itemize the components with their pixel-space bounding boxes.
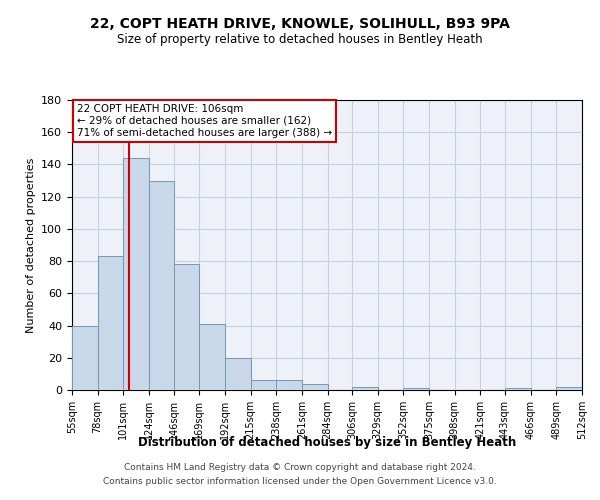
Bar: [403, 388, 429, 390]
Bar: [173, 264, 199, 390]
Bar: [225, 358, 251, 390]
Text: 22 COPT HEATH DRIVE: 106sqm
← 29% of detached houses are smaller (162)
71% of se: 22 COPT HEATH DRIVE: 106sqm ← 29% of det…: [77, 104, 332, 138]
Bar: [199, 324, 225, 390]
Bar: [98, 256, 124, 390]
Bar: [149, 180, 173, 390]
Bar: [302, 384, 328, 390]
Bar: [276, 380, 302, 390]
Text: Contains HM Land Registry data © Crown copyright and database right 2024.: Contains HM Land Registry data © Crown c…: [124, 464, 476, 472]
Bar: [251, 380, 276, 390]
Text: Distribution of detached houses by size in Bentley Heath: Distribution of detached houses by size …: [138, 436, 516, 449]
Bar: [505, 388, 530, 390]
Bar: [72, 326, 98, 390]
Y-axis label: Number of detached properties: Number of detached properties: [26, 158, 35, 332]
Bar: [124, 158, 149, 390]
Bar: [352, 387, 378, 390]
Text: 22, COPT HEATH DRIVE, KNOWLE, SOLIHULL, B93 9PA: 22, COPT HEATH DRIVE, KNOWLE, SOLIHULL, …: [90, 18, 510, 32]
Text: Size of property relative to detached houses in Bentley Heath: Size of property relative to detached ho…: [117, 32, 483, 46]
Text: Contains public sector information licensed under the Open Government Licence v3: Contains public sector information licen…: [103, 477, 497, 486]
Bar: [556, 387, 582, 390]
